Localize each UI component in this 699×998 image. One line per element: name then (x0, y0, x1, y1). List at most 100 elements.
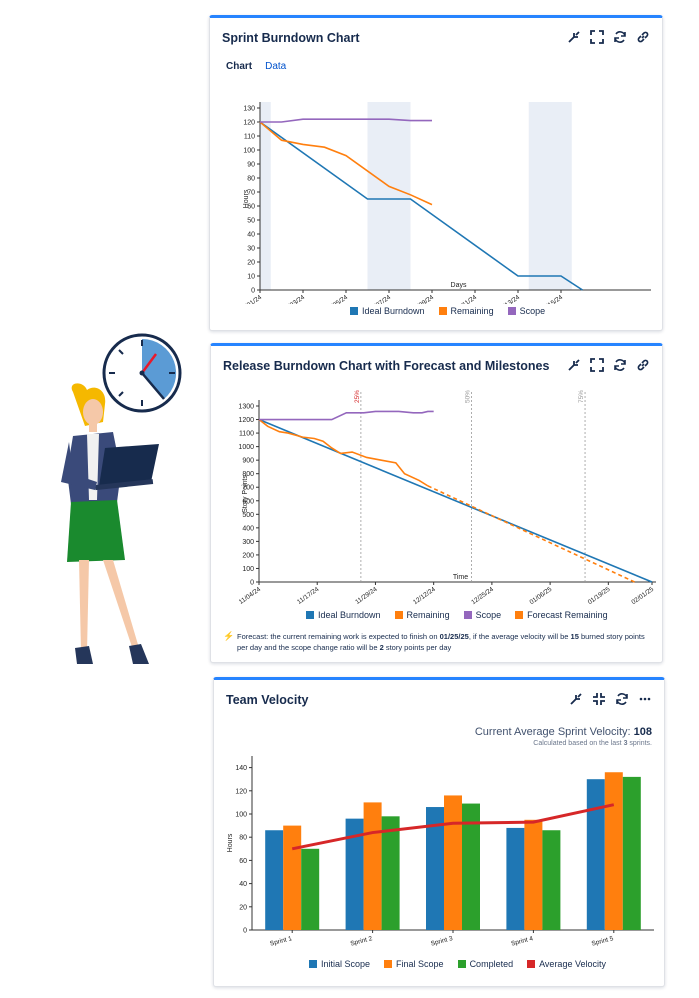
average-velocity-label: Current Average Sprint Velocity: 108 (474, 726, 652, 738)
series-line-remaining (258, 418, 429, 487)
legend-completed: Completed (457, 959, 513, 969)
refresh-icon[interactable] (615, 692, 629, 706)
refresh-icon[interactable] (613, 358, 627, 372)
velocity-subtitle: Calculated based on the last 3 sprints. (533, 740, 652, 747)
series-line-average-velocity (291, 803, 615, 851)
weekend-band (367, 102, 411, 290)
bar-completed (301, 848, 320, 930)
card-actions (569, 692, 652, 706)
tab-data[interactable]: Data (265, 61, 287, 72)
x-tick-label: 12/13/24 (496, 294, 521, 304)
series-line-forecast-remaining (427, 485, 635, 583)
y-tick-label: 200 (242, 552, 254, 559)
legend-remaining: Remaining (394, 610, 450, 620)
series-line-remaining (259, 121, 433, 206)
collapse-icon[interactable] (567, 30, 581, 44)
x-tick-label: 12/12/24 (412, 586, 437, 606)
team-velocity-chart: 020406080100120140HoursSprintsSprint 1Sp… (227, 756, 654, 948)
x-tick-label: Sprint 3 (430, 935, 454, 948)
expand-icon[interactable] (590, 30, 604, 44)
y-tick-label: 80 (239, 835, 247, 842)
release-burndown-card: Release Burndown Chart with Forecast and… (210, 343, 663, 663)
collapse-icon[interactable] (567, 358, 581, 372)
team-velocity-card: Team Velocity Current Average Sprint Vel… (213, 677, 665, 987)
y-tick-label: 100 (243, 148, 255, 155)
card-title: Release Burndown Chart with Forecast and… (223, 359, 550, 373)
y-tick-label: 30 (247, 246, 255, 253)
y-tick-label: 70 (247, 190, 255, 197)
y-tick-label: 20 (247, 260, 255, 267)
y-tick-label: 0 (243, 928, 247, 935)
bar-final-scope (604, 772, 623, 930)
milestone-label: 75% (578, 390, 585, 403)
x-tick-label: Sprint 4 (510, 935, 534, 948)
expand-icon[interactable] (590, 358, 604, 372)
weekend-band (260, 102, 271, 290)
y-tick-label: 800 (242, 471, 254, 478)
legend-scope: Scope (463, 610, 501, 620)
tab-chart[interactable]: Chart (226, 61, 253, 72)
x-tick-label: 11/17/24 (296, 586, 321, 606)
bar-final-scope (363, 802, 382, 930)
x-tick-label: 12/09/24 (410, 294, 435, 304)
x-tick-label: 12/25/24 (470, 586, 495, 606)
series-line-ideal-burndown (258, 418, 653, 583)
x-axis-title: Days (451, 282, 467, 289)
bar-initial-scope (586, 779, 605, 930)
legend-forecast: Forecast Remaining (515, 610, 608, 620)
card-title: Team Velocity (226, 693, 309, 707)
chart-legend: Ideal Burndown Remaining Scope Forecast … (306, 610, 608, 620)
bar-initial-scope (506, 827, 525, 930)
series-line-ideal-burndown (259, 121, 583, 291)
y-tick-label: 0 (251, 288, 255, 295)
y-tick-label: 500 (242, 512, 254, 519)
x-tick-label: 12/07/24 (367, 294, 392, 304)
series-line-scope (260, 118, 432, 123)
bar-final-scope (444, 795, 462, 930)
x-tick-label: 02/01/25 (630, 586, 655, 606)
link-icon[interactable] (636, 30, 650, 44)
y-tick-label: 60 (247, 204, 255, 211)
shrink-icon[interactable] (592, 692, 606, 706)
y-tick-label: 110 (244, 134, 255, 141)
y-tick-label: 90 (247, 162, 255, 169)
bar-completed (381, 816, 400, 930)
legend-ideal: Ideal Burndown (350, 306, 425, 316)
bar-initial-scope (426, 807, 444, 930)
refresh-icon[interactable] (613, 30, 627, 44)
y-axis-title: Hours (227, 833, 234, 852)
clock-illustration (102, 333, 182, 413)
bar-completed (542, 830, 561, 930)
card-actions (567, 358, 650, 372)
woman-illustration (61, 383, 159, 664)
release-burndown-chart: 0 100 200 300 400 500 600 700 800 900 1000 1100 1200… (238, 390, 656, 606)
card-title: Sprint Burndown Chart (222, 31, 360, 45)
y-axis-title: Hours (243, 189, 250, 208)
legend-ideal: Ideal Burndown (306, 610, 381, 620)
x-tick-label: 12/01/24 (238, 294, 263, 304)
sprint-burndown-chart: 0 10 20 30 40 50 60 70 80 90 100 110 120 130 12/01/24 1… (238, 102, 651, 304)
sprint-burndown-card: Sprint Burndown Chart Chart Data 0 10 20 30… (209, 15, 663, 331)
y-tick-label: 50 (247, 218, 255, 225)
y-tick-label: 100 (235, 812, 247, 819)
legend-remaining: Remaining (438, 306, 494, 316)
y-tick-label: 40 (239, 881, 247, 888)
bar-initial-scope (345, 818, 364, 930)
collapse-icon[interactable] (569, 692, 583, 706)
legend-initial-scope: Initial Scope (309, 959, 370, 969)
card-actions (567, 30, 650, 44)
x-tick-label: 11/29/24 (354, 586, 379, 606)
y-tick-label: 400 (242, 525, 254, 532)
forecast-note: ⚡ Forecast: the current remaining work i… (223, 631, 645, 652)
chart-tabs: Chart Data (226, 61, 286, 72)
x-tick-label: Sprint 1 (269, 935, 293, 948)
milestone-label: 25% (354, 390, 361, 403)
link-icon[interactable] (636, 358, 650, 372)
legend-average-velocity: Average Velocity (527, 959, 606, 969)
y-tick-label: 80 (247, 176, 255, 183)
x-tick-label: 01/06/25 (529, 586, 554, 606)
bar-completed (462, 803, 480, 930)
y-tick-label: 1100 (239, 431, 254, 438)
more-icon[interactable] (638, 692, 652, 706)
x-tick-label: 12/05/24 (324, 294, 349, 304)
